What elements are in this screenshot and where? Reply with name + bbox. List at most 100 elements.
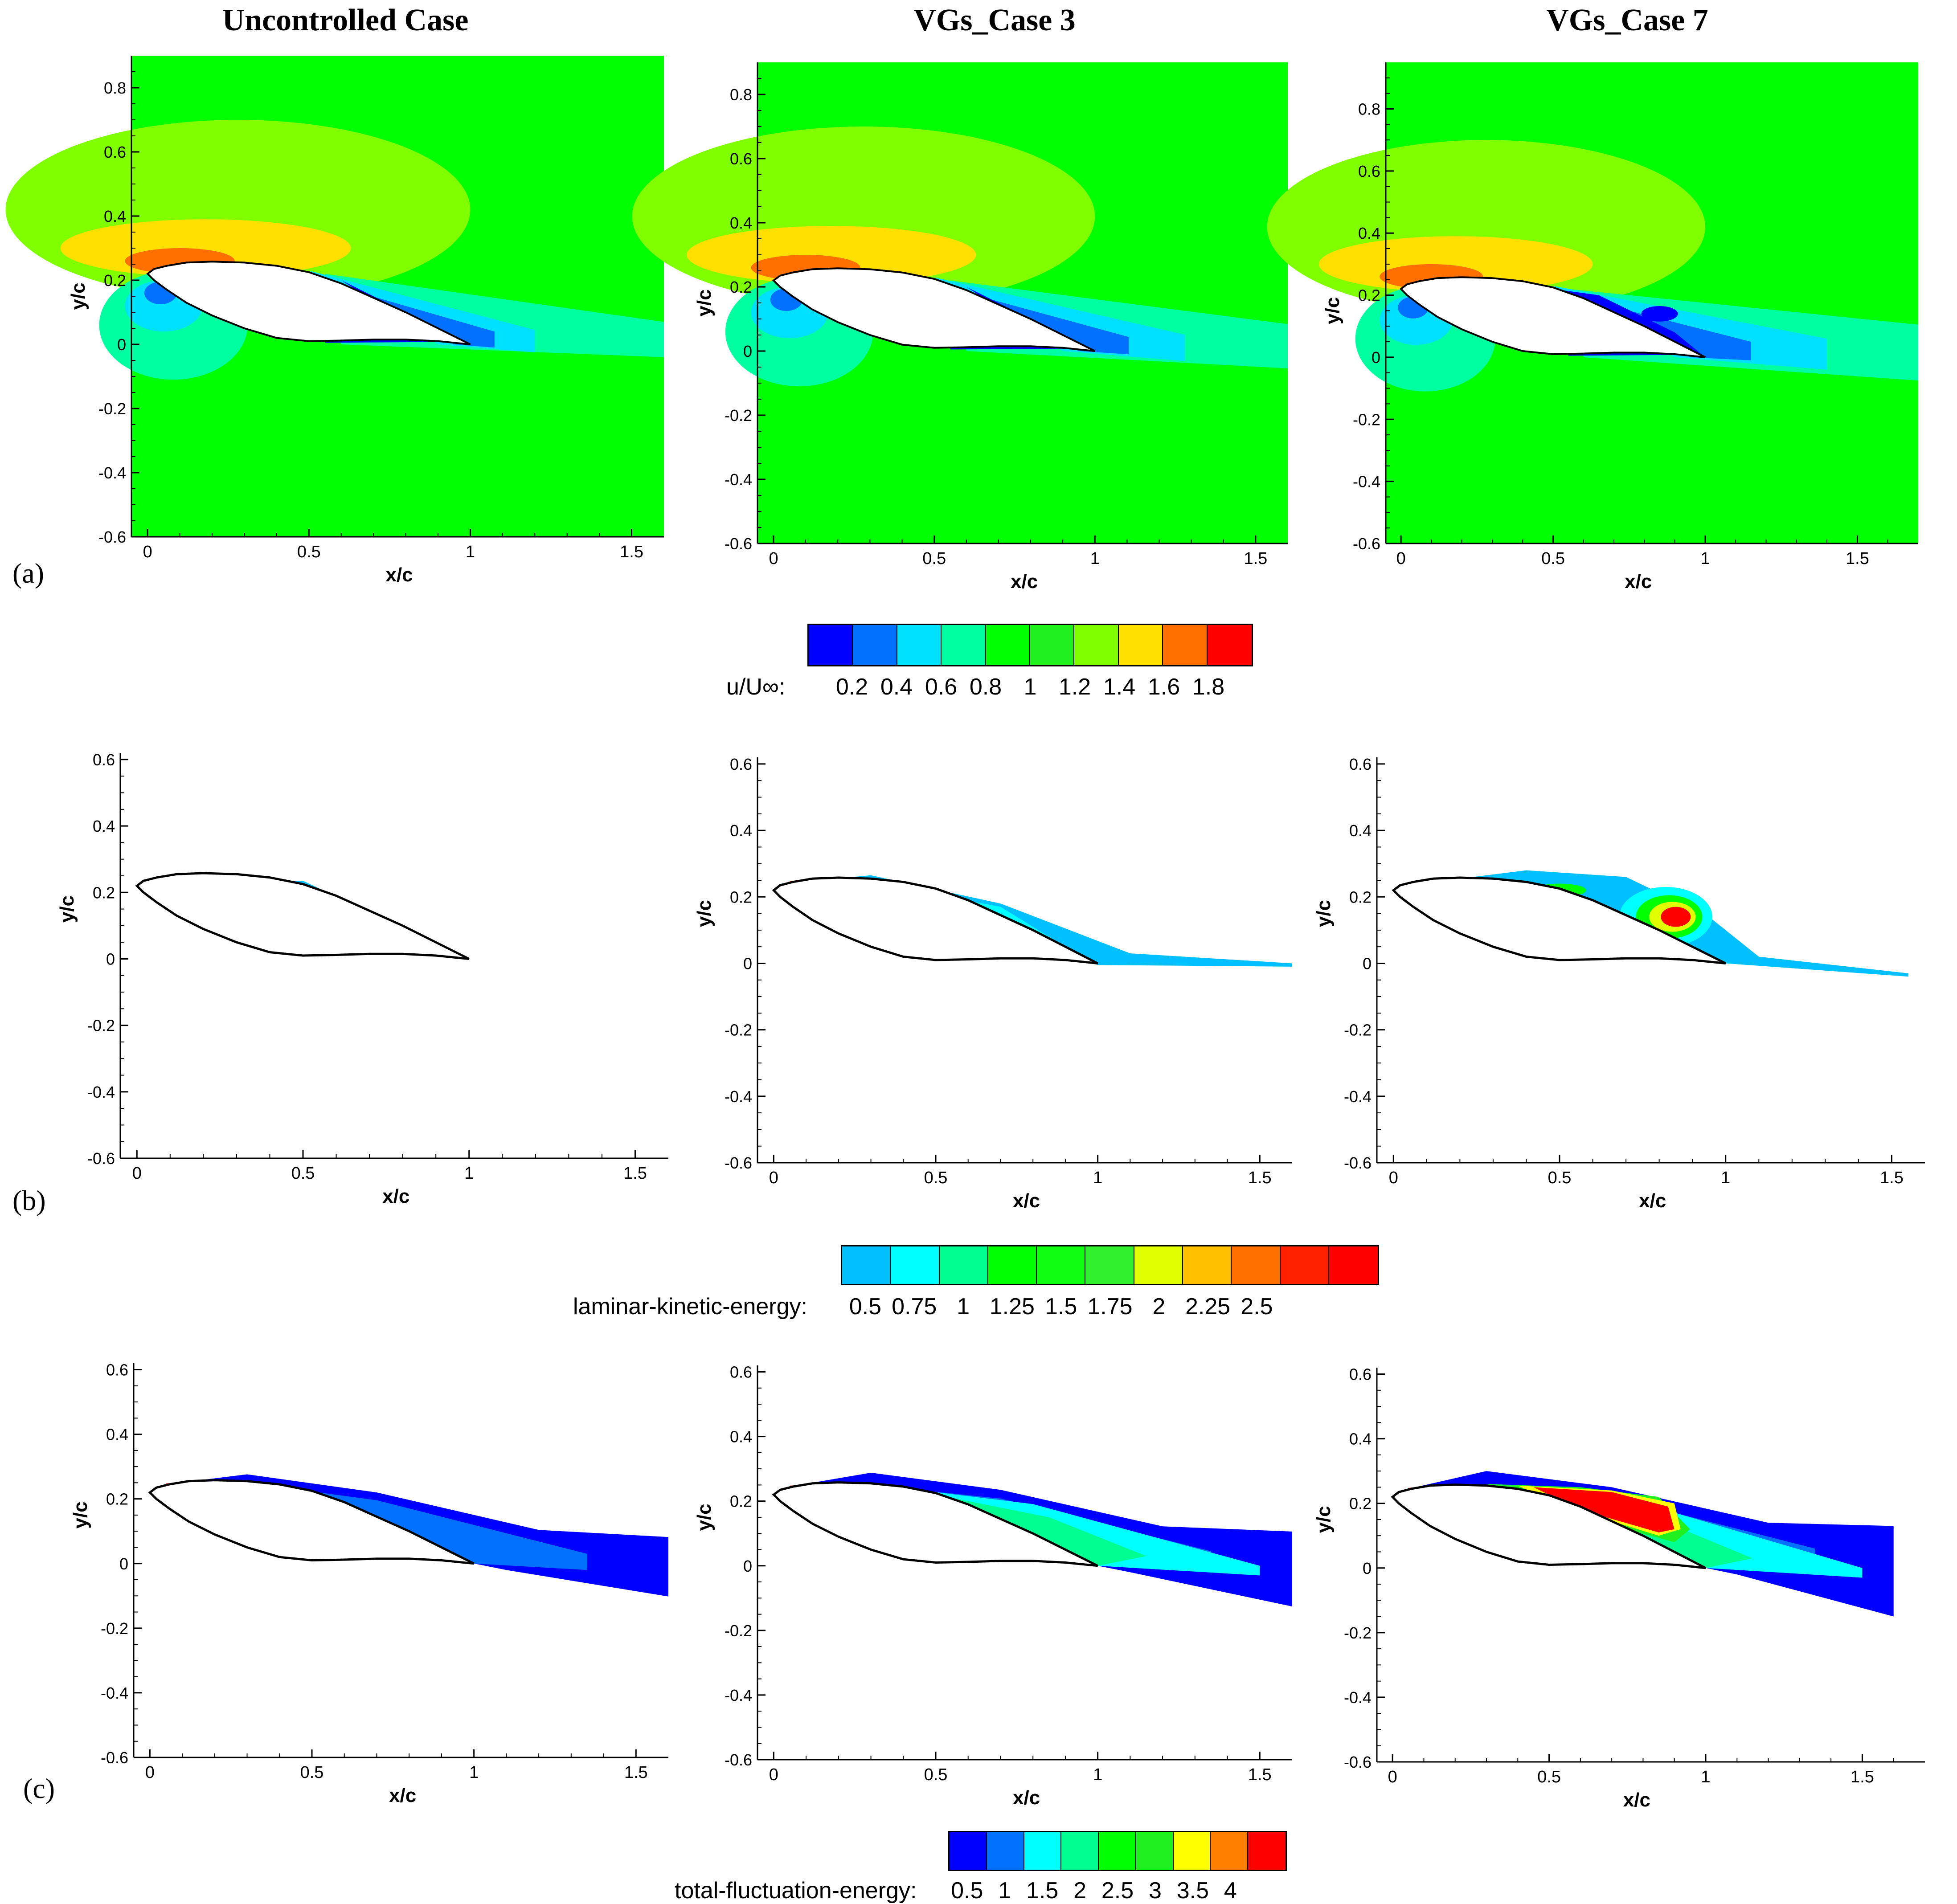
y-axis-label: y/c [56, 895, 78, 923]
y-tick-label: -0.6 [101, 1749, 128, 1767]
x-tick-label: 1 [469, 1763, 479, 1782]
y-tick-label: 0.4 [104, 207, 126, 225]
x-axis-label: x/c [1011, 571, 1038, 592]
x-tick-label: 0.5 [924, 1169, 948, 1187]
y-tick-label: -0.4 [98, 464, 126, 482]
y-tick-label: 0.4 [106, 1426, 128, 1444]
legend-tick-label: 1.6 [1147, 674, 1180, 700]
x-axis-label: x/c [382, 1185, 409, 1207]
x-tick-label: 1.5 [623, 1164, 647, 1183]
plot-b-vgs-case7: 0 0.5 1 1.5 0.6 0.4 0.2 0 -0.2 -0.4 -0.6 x/c y/c [1313, 755, 1925, 1212]
plot-a-uncontrolled: 0 0.5 1 1.5 0.8 0.6 0.4 0.2 0 -0.2 -0.4 -0.6 x/c y/c [5, 56, 664, 586]
y-tick-label: 0.6 [1349, 755, 1372, 773]
legend-tick-label: 0.4 [880, 674, 913, 700]
y-tick-label: -0.2 [101, 1619, 128, 1638]
tfe-outer-region [1408, 1471, 1894, 1617]
y-tick-label: -0.6 [725, 1154, 752, 1172]
y-tick-label: -0.4 [725, 1686, 752, 1704]
legend-tick-label: 3 [1148, 1878, 1162, 1904]
legend-swatch [842, 1246, 891, 1284]
y-tick-label: 0.4 [1349, 1430, 1372, 1448]
x-tick-label: 1.5 [1846, 549, 1869, 568]
tfe-peak-region [1533, 1487, 1675, 1532]
airfoil-outline [148, 1479, 475, 1565]
legend-swatch [1163, 625, 1208, 665]
y-tick-label: -0.4 [101, 1684, 128, 1702]
legend-tick-label: 1 [957, 1294, 970, 1320]
x-tick-label: 1 [1093, 1765, 1102, 1784]
y-tick-label: 0 [106, 950, 115, 968]
x-tick-label: 0.5 [1548, 1169, 1572, 1187]
x-tick-label: 1.5 [1244, 549, 1267, 568]
y-tick-label: 0.6 [104, 143, 126, 161]
legend-tick-label: 1.25 [989, 1294, 1035, 1320]
legend-swatch [1211, 1832, 1249, 1870]
x-tick-label: 0 [145, 1763, 155, 1782]
airfoil-outline [1391, 1483, 1707, 1569]
plot-c-uncontrolled: 0 0.5 1 1.5 0.6 0.4 0.2 0 -0.2 -0.4 -0.6 x/c y/c [70, 1361, 668, 1806]
y-tick-label: 0.8 [1358, 100, 1380, 118]
y-axis-label: y/c [693, 900, 715, 927]
x-tick-label: 1 [1721, 1169, 1730, 1187]
plot-area: 0 0.5 1 1.5 0.6 0.4 0.2 0 -0.2 -0.4 -0.6 x/c y/c [693, 1363, 1292, 1809]
legend-tick-label: 0.5 [849, 1294, 882, 1320]
x-tick-label: 0.5 [1541, 549, 1565, 568]
y-tick-label: -0.2 [87, 1017, 115, 1035]
vortex-core [1641, 306, 1678, 322]
x-tick-label: 1.5 [620, 543, 643, 561]
legend-total-fluctuation-energy: total-fluctuation-energy: 0.5 1 1.5 2 2.5 3 3.… [673, 1831, 1297, 1904]
row-label-b: (b) [12, 1185, 46, 1216]
y-tick-label: 0.2 [1349, 888, 1372, 906]
x-tick-label: 1.5 [624, 1763, 648, 1782]
y-tick-label: -0.6 [87, 1149, 115, 1168]
y-axis-label: y/c [693, 1504, 715, 1531]
plot-area: 0 0.5 1 1.5 0.8 0.6 0.4 0.2 0 -0.2 -0.4 -0.6 x/c y/c [5, 56, 664, 586]
legend-swatch [1024, 1832, 1062, 1870]
row-label-a: (a) [12, 557, 45, 589]
y-tick-label: -0.2 [725, 406, 752, 425]
y-tick-label: 0.2 [93, 883, 115, 902]
x-tick-label: 0 [132, 1164, 142, 1183]
y-tick-label: 0.4 [93, 817, 115, 835]
legend-tick-label: 0.6 [925, 674, 958, 700]
y-tick-label: 0.6 [93, 751, 115, 769]
y-tick-label: 0.8 [104, 79, 126, 97]
legend-u-velocity: u/U∞: 0.2 0.4 0.6 0.8 1 1.2 1.4 1.6 1.8 [713, 624, 1292, 713]
x-tick-label: 1 [464, 1164, 474, 1183]
legend-swatch [809, 625, 853, 665]
legend-swatch [897, 625, 942, 665]
plot-b-uncontrolled: 0 0.5 1 1.5 0.6 0.4 0.2 0 -0.2 -0.4 -0.6 x/c y/c [56, 751, 668, 1207]
legend-u-label: u/U∞: [726, 674, 786, 700]
y-tick-label: 0.4 [730, 821, 752, 840]
legend-tick-label: 0.8 [969, 674, 1002, 700]
legend-tick-label: 1.5 [1026, 1878, 1059, 1904]
y-tick-label: 0 [117, 335, 126, 354]
plot-c-vgs-case7: 0 0.5 1 1.5 0.6 0.4 0.2 0 -0.2 -0.4 -0.6 x/c y/c [1313, 1365, 1925, 1811]
column-title-vgs-case7: VGs_Case 7 [1546, 3, 1708, 37]
y-tick-label: 0.4 [1349, 821, 1372, 840]
y-axis-label: y/c [693, 289, 715, 316]
y-tick-label: -0.2 [725, 1021, 752, 1039]
legend-tick-label: 0.5 [951, 1878, 983, 1904]
plot-area: 0 0.5 1 1.5 0.6 0.4 0.2 0 -0.2 -0.4 -0.6 x/c y/c [70, 1361, 668, 1806]
y-tick-label: -0.4 [1344, 1688, 1372, 1707]
y-tick-label: 0.6 [730, 150, 752, 168]
legend-tick-label: 2 [1073, 1878, 1087, 1904]
separation-zone-0-2 [341, 280, 471, 344]
y-tick-label: -0.4 [87, 1083, 115, 1101]
y-tick-label: 0 [743, 954, 752, 972]
x-axis-label: x/c [386, 564, 413, 586]
legend-swatch [891, 1246, 940, 1284]
row-label-c: (c) [23, 1773, 55, 1804]
legend-swatch [1134, 1246, 1183, 1284]
y-tick-label: 0.6 [106, 1361, 128, 1379]
x-tick-label: 1 [1093, 1169, 1102, 1187]
y-axis-label: y/c [67, 282, 89, 310]
legend-swatch [1329, 1246, 1378, 1284]
legend-tick-label: 2.25 [1185, 1294, 1231, 1320]
x-tick-label: 0 [143, 543, 152, 561]
y-tick-label: 0.6 [1358, 162, 1380, 180]
x-axis-label: x/c [1625, 571, 1652, 592]
x-tick-label: 0 [769, 1765, 778, 1784]
tfe-band-1 [247, 1483, 588, 1570]
